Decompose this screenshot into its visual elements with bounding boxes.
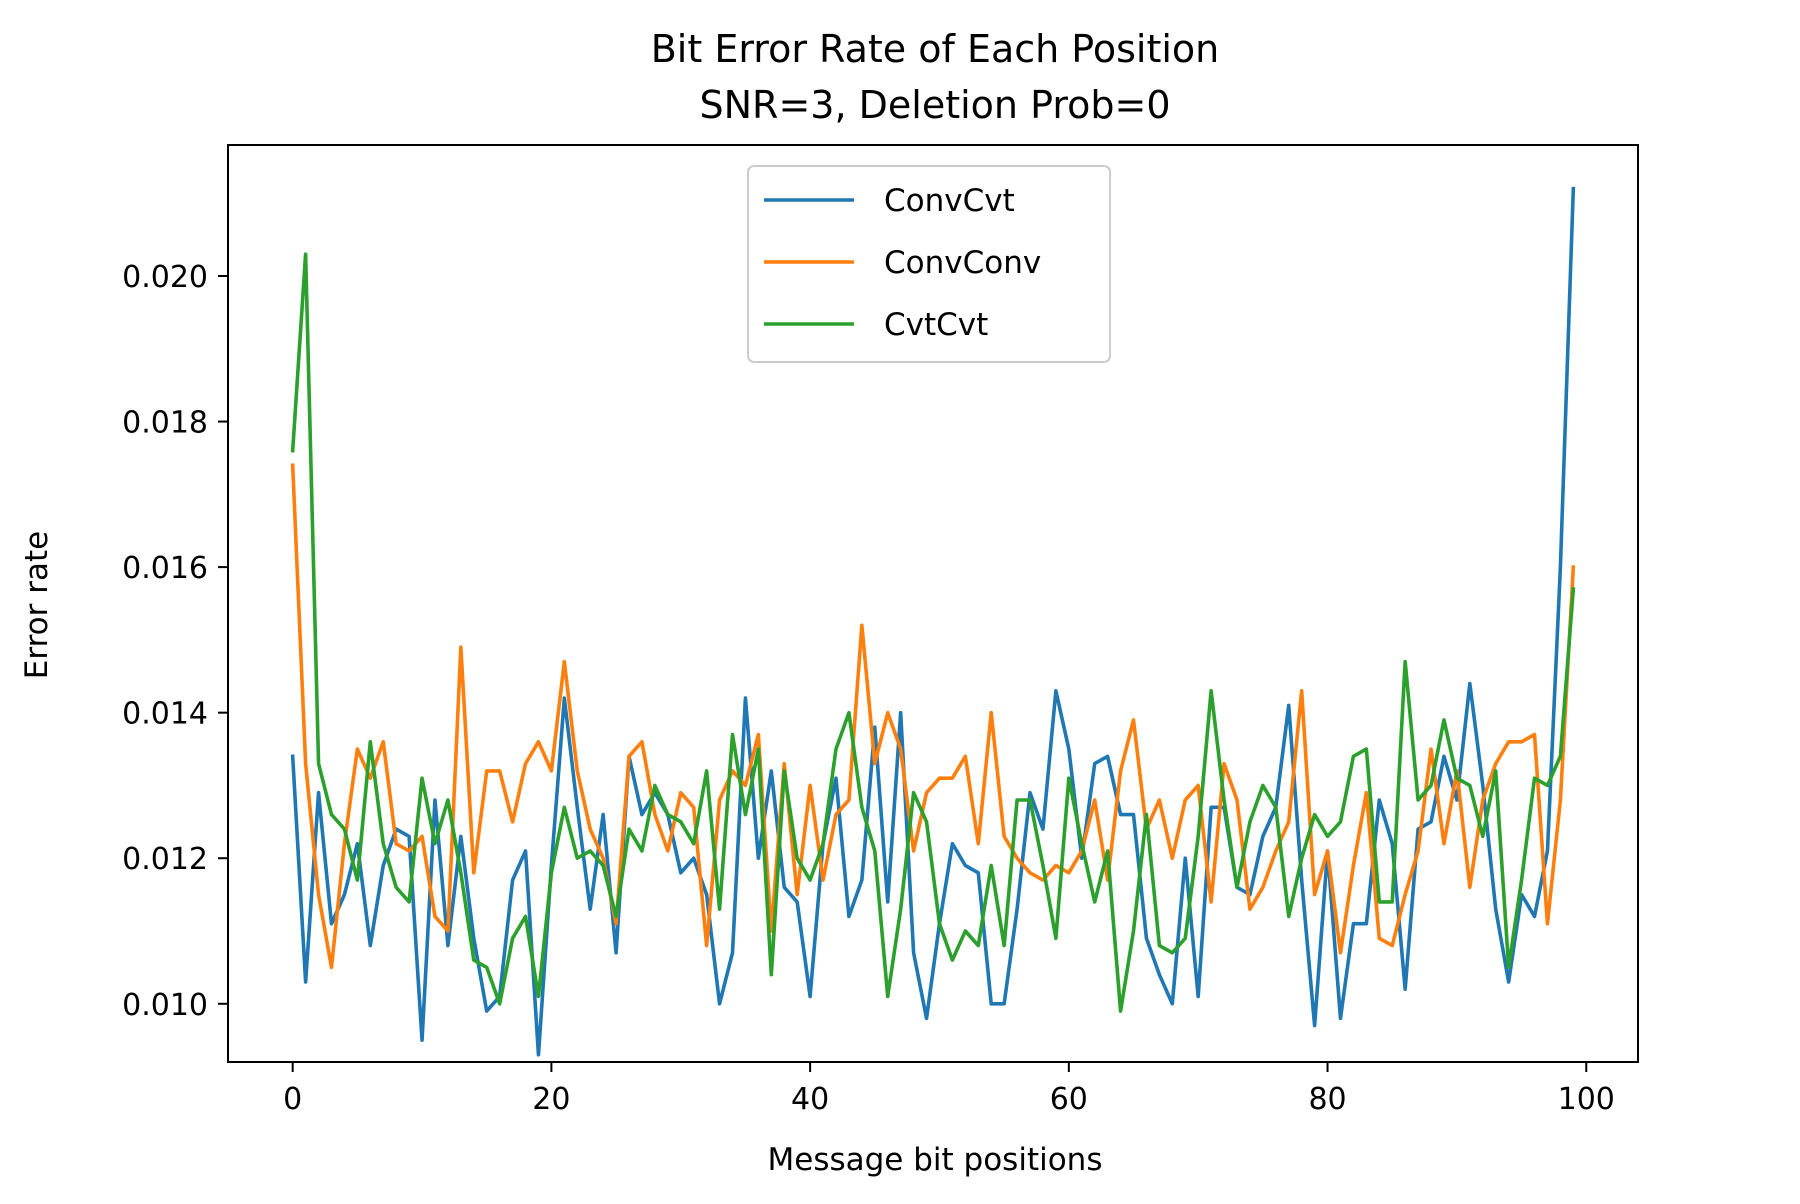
- legend-label-convcvt: ConvCvt: [884, 183, 1015, 219]
- y-tick-label: 0.020: [122, 260, 208, 295]
- y-tick-label: 0.014: [122, 697, 208, 732]
- y-tick-label: 0.018: [122, 406, 208, 441]
- y-tick-label: 0.010: [122, 988, 208, 1023]
- series-line-convcvt: [290, 186, 1576, 1057]
- x-tick-label: 40: [791, 1082, 829, 1117]
- y-axis-label: Error rate: [19, 531, 55, 679]
- plot-frame: [227, 144, 1639, 1063]
- x-tick-label: 100: [1558, 1082, 1615, 1117]
- legend-label-convconv: ConvConv: [884, 245, 1041, 281]
- x-axis: 0 20 40 60 80 100: [283, 1062, 1615, 1117]
- series-line-convconv: [290, 463, 1576, 970]
- legend: ConvCvt ConvConv CvtCvt: [747, 165, 1111, 363]
- chart-subtitle: SNR=3, Deletion Prob=0: [700, 83, 1171, 127]
- y-tick-label: 0.012: [122, 842, 208, 877]
- x-tick-label: 80: [1308, 1082, 1346, 1117]
- x-axis-label: Message bit positions: [768, 1142, 1103, 1178]
- x-tick-label: 60: [1050, 1082, 1088, 1117]
- legend-box: [747, 165, 1111, 363]
- y-axis: 0.010 0.012 0.014 0.016 0.018 0.020: [122, 260, 228, 1023]
- series-line-cvtcvt: [290, 252, 1576, 1013]
- x-tick-label: 0: [283, 1082, 302, 1117]
- x-tick-label: 20: [532, 1082, 570, 1117]
- chart-title: Bit Error Rate of Each Position: [651, 27, 1220, 71]
- y-tick-label: 0.016: [122, 551, 208, 586]
- legend-label-cvtcvt: CvtCvt: [884, 307, 988, 343]
- plot-area: [227, 144, 1639, 1063]
